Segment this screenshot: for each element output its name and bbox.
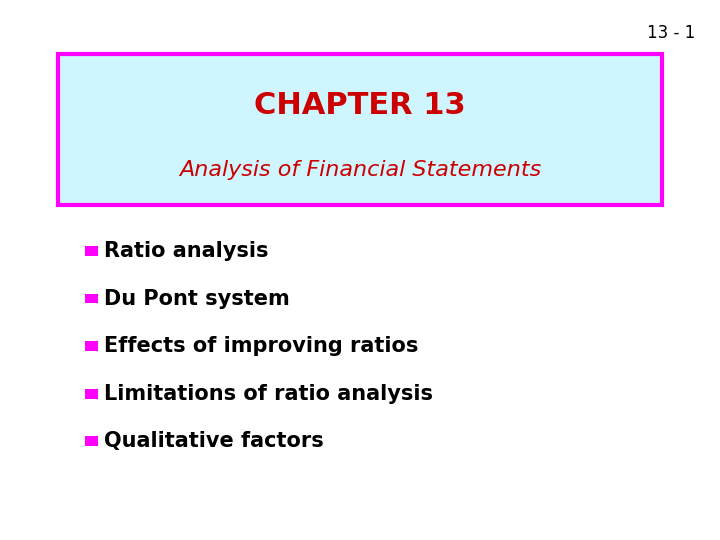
Text: CHAPTER 13: CHAPTER 13 [254,91,466,120]
FancyBboxPatch shape [58,54,662,205]
Text: Du Pont system: Du Pont system [104,288,290,309]
Text: 13 - 1: 13 - 1 [647,24,695,42]
FancyBboxPatch shape [85,294,98,303]
Text: Qualitative factors: Qualitative factors [104,431,324,451]
Text: Limitations of ratio analysis: Limitations of ratio analysis [104,383,433,404]
FancyBboxPatch shape [85,389,98,399]
Text: Ratio analysis: Ratio analysis [104,241,269,261]
Text: Analysis of Financial Statements: Analysis of Financial Statements [179,160,541,180]
Text: Effects of improving ratios: Effects of improving ratios [104,336,419,356]
FancyBboxPatch shape [85,341,98,351]
FancyBboxPatch shape [85,436,98,446]
FancyBboxPatch shape [85,246,98,256]
